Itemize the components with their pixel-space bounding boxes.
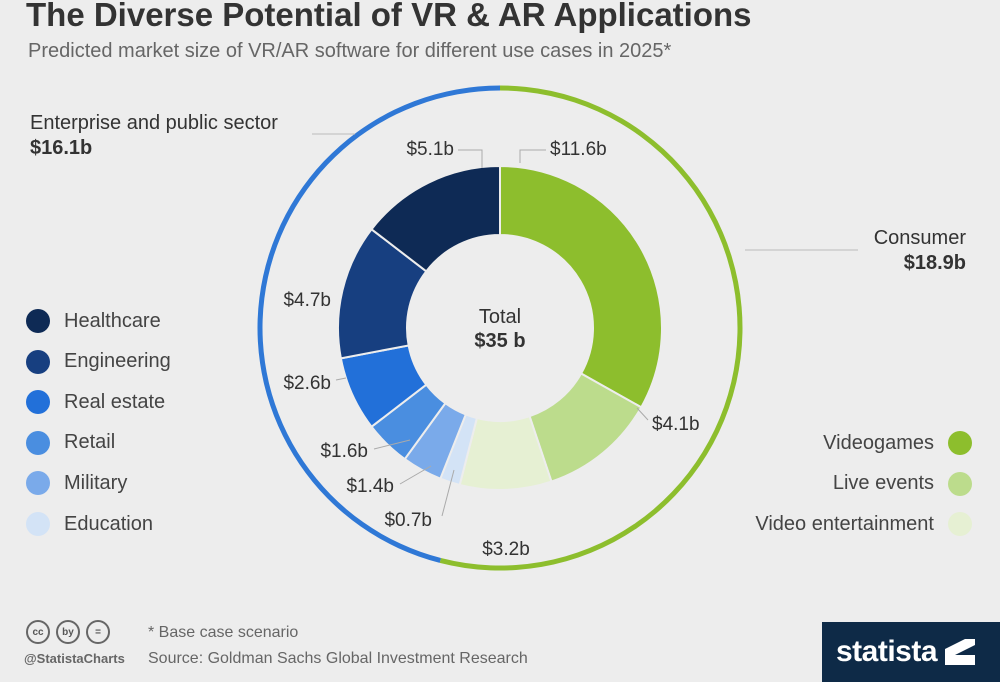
leader-line (636, 407, 649, 421)
legend-swatch (948, 431, 972, 455)
twitter-handle[interactable]: @StatistaCharts (24, 651, 125, 666)
source-note: Source: Goldman Sachs Global Investment … (148, 650, 528, 667)
chart-title: The Diverse Potential of VR & AR Applica… (26, 0, 752, 33)
value-label-military: $1.4b (346, 476, 394, 497)
brand-name: statista (836, 635, 938, 668)
segment-ring (337, 164, 663, 491)
value-label-engineering: $4.7b (283, 290, 331, 311)
legend-item-video-entertainment: Video entertainment (755, 512, 972, 537)
value-label-videogames: $11.6b (550, 139, 607, 160)
legend-label: Engineering (64, 350, 171, 373)
legend-item-videogames: Videogames (823, 431, 972, 455)
leader-line (399, 465, 432, 485)
legend-item-education: Education (26, 512, 153, 536)
segment-videogames (499, 164, 663, 409)
legend-label: Real estate (64, 390, 166, 413)
cc-icon: cc (26, 620, 50, 644)
legend-label: Retail (64, 431, 116, 454)
value-label-real-estate: $2.6b (283, 373, 331, 394)
legend-swatch (26, 309, 50, 333)
value-label-healthcare: $5.1b (406, 139, 454, 160)
legend-label: Live events (832, 472, 934, 495)
segment-healthcare (370, 164, 501, 273)
no-derivatives-icon: = (86, 620, 110, 644)
legend-label: Education (64, 512, 153, 535)
leader-line (458, 149, 483, 168)
segment-value-labels: $11.6b $4.1b $3.2b $0.7b $1.4b $1.6b $2.6b $4.7… (283, 139, 699, 560)
group-name: Enterprise and public sector (30, 112, 278, 134)
statista-logo[interactable]: statista (822, 622, 1000, 682)
group-value: $16.1b (30, 137, 93, 159)
value-label-video-entertainment: $3.2b (482, 539, 530, 560)
leader-line (519, 149, 546, 163)
group-label-consumer: Consumer $18.9b (874, 227, 966, 275)
legend-item-healthcare: Healthcare (26, 309, 161, 333)
legend-swatch (26, 512, 50, 536)
chart-subtitle: Predicted market size of VR/AR software … (28, 40, 672, 62)
legend-swatch (26, 390, 50, 415)
attribution-icon: by (56, 620, 80, 644)
leader-lines (312, 133, 858, 517)
footnote: * Base case scenario (148, 624, 299, 641)
legend-label: Videogames (823, 431, 934, 454)
group-ring (257, 85, 743, 571)
leader-line (335, 377, 347, 381)
legend-swatch (948, 512, 972, 537)
legend-swatch (26, 349, 50, 374)
value-label-retail: $1.6b (320, 441, 368, 462)
legend-item-engineering: Engineering (26, 349, 171, 374)
legend-item-live-events: Live events (832, 471, 972, 496)
group-value: $18.9b (903, 252, 966, 274)
legend-item-retail: Retail (26, 430, 116, 455)
leader-line (441, 469, 455, 517)
license-icons: cc by = (26, 620, 110, 644)
legend-label: Military (64, 471, 128, 494)
legend-label: Healthcare (64, 309, 161, 332)
legend-swatch (26, 430, 50, 455)
value-label-live-events: $4.1b (652, 414, 700, 435)
center-value: $35 b (474, 330, 525, 352)
legend-swatch (26, 471, 50, 496)
value-label-education: $0.7b (384, 510, 432, 531)
legend-item-real-estate: Real estate (26, 390, 166, 415)
statista-logo-icon (945, 639, 976, 665)
legend-item-military: Military (26, 471, 128, 496)
legend-label: Video entertainment (755, 512, 934, 535)
legend-swatch (948, 471, 972, 496)
center-label: Total (479, 306, 521, 328)
group-label-enterprise: Enterprise and public sector $16.1b (30, 112, 278, 160)
group-name: Consumer (873, 227, 966, 249)
leader-line (373, 439, 411, 450)
